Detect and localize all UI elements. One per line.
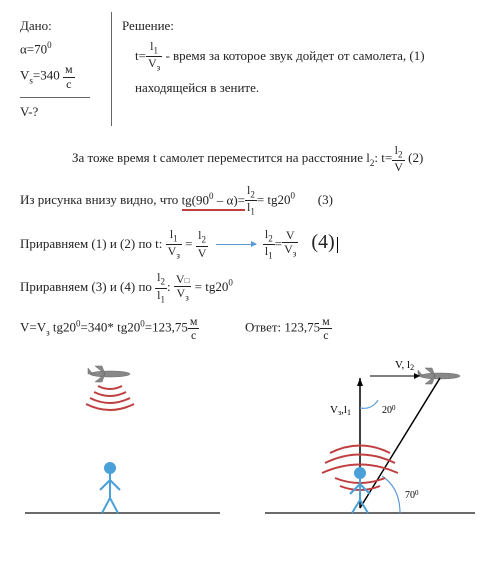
diagram-left xyxy=(20,358,230,528)
svg-text:200: 200 xyxy=(382,404,396,416)
given-title: Дано: xyxy=(20,18,105,34)
svg-text:700: 700 xyxy=(405,489,419,501)
arrow-icon xyxy=(216,244,256,245)
line4: Приравняем (1) и (2) по t: l1Vз = l2V l2… xyxy=(20,228,480,262)
line6: V=Vз tg200=340* tg200=123,75мс Ответ: 12… xyxy=(20,315,480,342)
svg-text:V, l2: V, l2 xyxy=(395,359,414,372)
given-unknown: V-? xyxy=(20,104,105,120)
eq1: t=l1Vз - время за которое звук дойдет от… xyxy=(122,40,480,74)
svg-text:Vз,l1: Vз,l1 xyxy=(330,404,351,417)
line5: Приравняем (3) и (4) по l2l1: V□Vз = tg2… xyxy=(20,271,480,305)
given-solution-block: Дано: α=700 Vs=340 мс V-? Решение: t=l1V… xyxy=(20,12,480,126)
solution-title: Решение: xyxy=(122,18,480,34)
given-alpha: α=700 xyxy=(20,40,105,57)
given-column: Дано: α=700 Vs=340 мс V-? xyxy=(20,12,112,126)
eq1-text2: находящейся в зените. xyxy=(122,80,480,96)
line2: За тоже время t самолет переместится на … xyxy=(20,144,480,174)
line3: Из рисунка внизу видно, что tg(900 – α)=… xyxy=(20,184,480,218)
given-divider xyxy=(20,97,90,98)
diagrams-row: V, l2 Vз,l1 200 700 xyxy=(20,358,480,528)
diagram-right: V, l2 Vз,l1 200 700 xyxy=(260,358,470,528)
solution-column: Решение: t=l1Vз - время за которое звук … xyxy=(112,12,480,126)
given-vs: Vs=340 мс xyxy=(20,63,105,90)
text-cursor xyxy=(337,237,338,253)
diagram-left-svg xyxy=(20,358,230,528)
diagram-right-svg: V, l2 Vз,l1 200 700 xyxy=(260,358,490,528)
